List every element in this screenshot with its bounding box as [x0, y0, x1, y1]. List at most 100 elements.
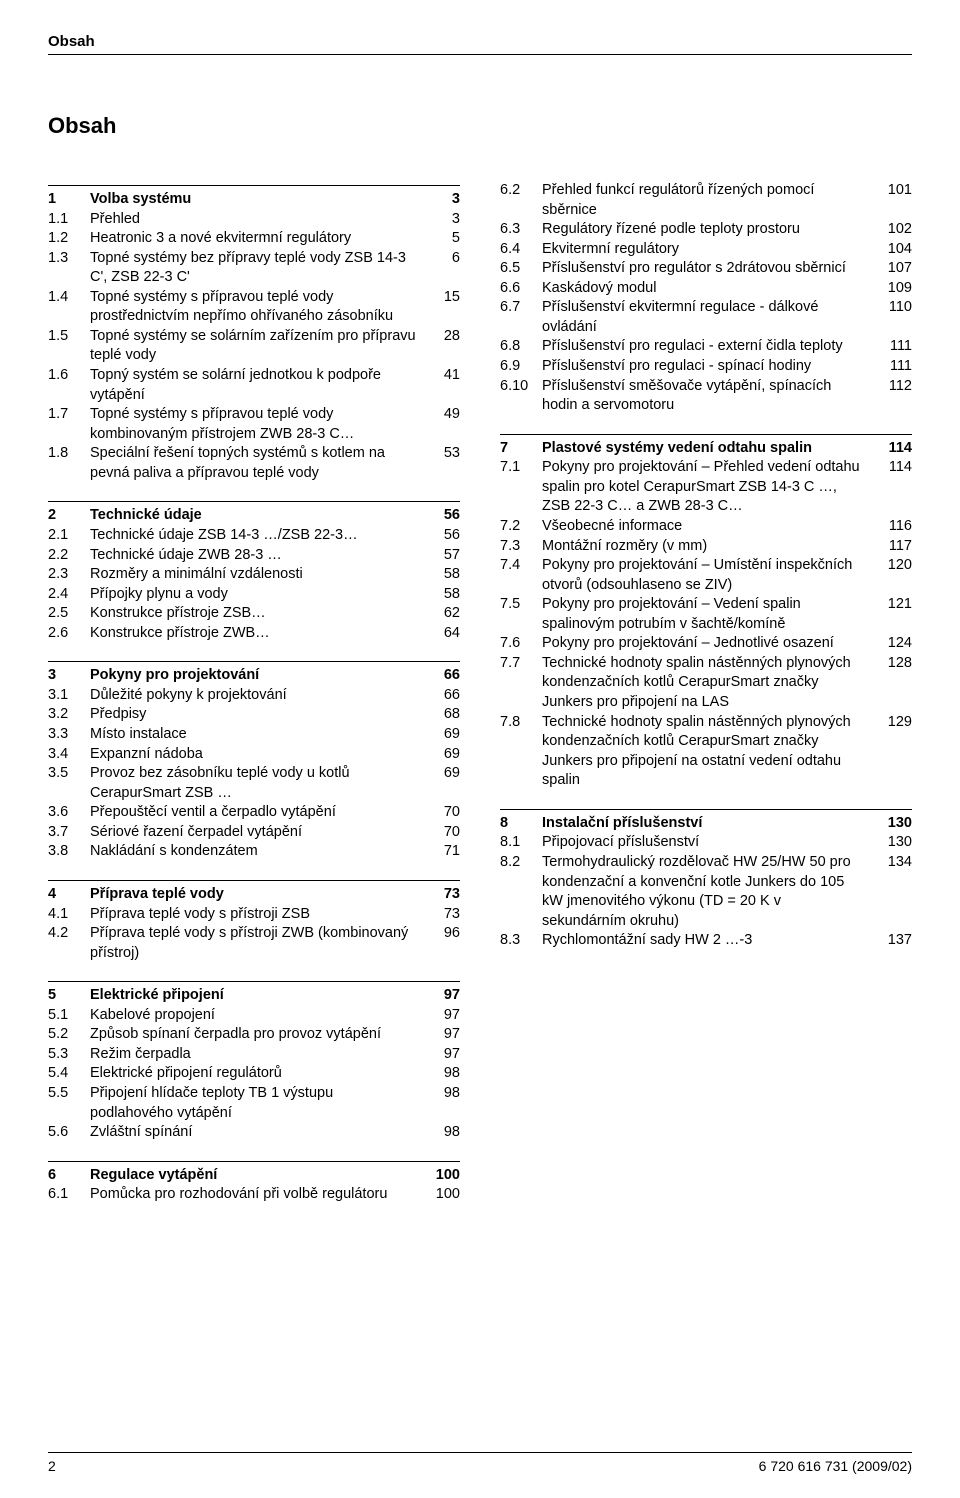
- toc-entry-page: 114: [876, 439, 912, 459]
- toc-entry-text: Důležité pokyny k projektování: [90, 686, 424, 706]
- toc-entry-number: 2.4: [48, 585, 90, 605]
- toc-entry-page: 112: [876, 377, 912, 397]
- toc-entry-text: Místo instalace: [90, 725, 424, 745]
- toc-entry-text: Topné systémy s přípravou teplé vody kom…: [90, 405, 424, 444]
- section-rule: [48, 880, 460, 881]
- toc-section: 6.2Přehled funkcí regulátorů řízených po…: [500, 181, 912, 416]
- toc-entry-number: 3.2: [48, 705, 90, 725]
- toc-entry-number: 5.1: [48, 1006, 90, 1026]
- toc-entry-number: 4.2: [48, 924, 90, 944]
- toc-entry-page: 98: [424, 1123, 460, 1143]
- toc-entry-page: 3: [424, 190, 460, 210]
- toc-entry-page: 121: [876, 595, 912, 615]
- toc-entry-number: 4.1: [48, 905, 90, 925]
- toc-entry-number: 5: [48, 986, 90, 1006]
- toc-row: 6.8Příslušenství pro regulaci - externí …: [500, 337, 912, 357]
- toc-entry-page: 53: [424, 444, 460, 464]
- toc-row: 8.3Rychlomontážní sady HW 2 …-3137: [500, 931, 912, 951]
- toc-row: 8.1Připojovací příslušenství130: [500, 833, 912, 853]
- toc-row: 7.5Pokyny pro projektování – Vedení spal…: [500, 595, 912, 634]
- toc-row: 5.6Zvláštní spínání98: [48, 1123, 460, 1143]
- toc-row: 7.4Pokyny pro projektování – Umístění in…: [500, 556, 912, 595]
- toc-entry-text: Topné systémy bez přípravy teplé vody ZS…: [90, 249, 424, 288]
- head-rule: [48, 54, 912, 55]
- toc-row: 3Pokyny pro projektování66: [48, 666, 460, 686]
- toc-entry-page: 134: [876, 853, 912, 873]
- toc-entry-page: 97: [424, 1045, 460, 1065]
- toc-entry-page: 107: [876, 259, 912, 279]
- toc-entry-number: 1.1: [48, 210, 90, 230]
- toc-entry-text: Pomůcka pro rozhodování při volbě regulá…: [90, 1185, 424, 1205]
- toc-entry-text: Ekvitermní regulátory: [542, 240, 876, 260]
- toc-entry-number: 6.9: [500, 357, 542, 377]
- toc-entry-text: Příprava teplé vody: [90, 885, 424, 905]
- toc-entry-text: Topný systém se solární jednotkou k podp…: [90, 366, 424, 405]
- toc-entry-number: 5.4: [48, 1064, 90, 1084]
- toc-entry-page: 69: [424, 764, 460, 784]
- section-rule: [48, 661, 460, 662]
- toc-entry-number: 6.5: [500, 259, 542, 279]
- toc-entry-number: 5.5: [48, 1084, 90, 1104]
- toc-entry-page: 104: [876, 240, 912, 260]
- toc-entry-text: Přehled funkcí regulátorů řízených pomoc…: [542, 181, 876, 220]
- toc-entry-page: 70: [424, 803, 460, 823]
- toc-entry-page: 116: [876, 517, 912, 537]
- toc-entry-number: 6.7: [500, 298, 542, 318]
- toc-entry-page: 58: [424, 585, 460, 605]
- toc-entry-page: 97: [424, 986, 460, 1006]
- toc-entry-text: Příprava teplé vody s přístroji ZSB: [90, 905, 424, 925]
- toc-entry-page: 128: [876, 654, 912, 674]
- toc-entry-text: Technické údaje: [90, 506, 424, 526]
- toc-row: 2.1Technické údaje ZSB 14-3 …/ZSB 22-3…5…: [48, 526, 460, 546]
- toc-entry-number: 2.5: [48, 604, 90, 624]
- section-rule: [500, 434, 912, 435]
- toc-row: 1.4Topné systémy s přípravou teplé vody …: [48, 288, 460, 327]
- toc-section: 3Pokyny pro projektování663.1Důležité po…: [48, 661, 460, 862]
- toc-entry-page: 111: [876, 337, 912, 357]
- toc-row: 2Technické údaje56: [48, 506, 460, 526]
- toc-row: 1.2Heatronic 3 a nové ekvitermní regulát…: [48, 229, 460, 249]
- toc-entry-page: 129: [876, 713, 912, 733]
- running-head: Obsah: [48, 32, 912, 52]
- toc-entry-page: 111: [876, 357, 912, 377]
- toc-entry-page: 120: [876, 556, 912, 576]
- toc-entry-number: 2: [48, 506, 90, 526]
- toc-entry-text: Příprava teplé vody s přístroji ZWB (kom…: [90, 924, 424, 963]
- toc-entry-number: 1: [48, 190, 90, 210]
- toc-entry-number: 8: [500, 814, 542, 834]
- toc-entry-number: 3.4: [48, 745, 90, 765]
- toc-entry-number: 5.6: [48, 1123, 90, 1143]
- toc-entry-number: 1.4: [48, 288, 90, 308]
- toc-entry-number: 3.5: [48, 764, 90, 784]
- toc-entry-page: 69: [424, 725, 460, 745]
- toc-entry-text: Termohydraulický rozdělovač HW 25/HW 50 …: [542, 853, 876, 931]
- toc-row: 6.10Příslušenství směšovače vytápění, sp…: [500, 377, 912, 416]
- toc-entry-number: 6.8: [500, 337, 542, 357]
- toc-row: 5Elektrické připojení97: [48, 986, 460, 1006]
- toc-entry-page: 6: [424, 249, 460, 269]
- toc-entry-page: 137: [876, 931, 912, 951]
- toc-entry-text: Instalační příslušenství: [542, 814, 876, 834]
- toc-entry-page: 58: [424, 565, 460, 585]
- toc-entry-text: Příslušenství pro regulátor s 2drátovou …: [542, 259, 876, 279]
- toc-row: 7.3Montážní rozměry (v mm)117: [500, 537, 912, 557]
- toc-entry-page: 57: [424, 546, 460, 566]
- section-rule: [500, 809, 912, 810]
- toc-entry-text: Příslušenství pro regulaci - spínací hod…: [542, 357, 876, 377]
- toc-entry-text: Technické hodnoty spalin nástěnných plyn…: [542, 654, 876, 713]
- toc-row: 3.4Expanzní nádoba69: [48, 745, 460, 765]
- toc-entry-text: Příslušenství pro regulaci - externí čid…: [542, 337, 876, 357]
- section-rule: [48, 501, 460, 502]
- toc-entry-number: 6.3: [500, 220, 542, 240]
- toc-row: 6.1Pomůcka pro rozhodování při volbě reg…: [48, 1185, 460, 1205]
- toc-entry-page: 124: [876, 634, 912, 654]
- toc-entry-text: Regulátory řízené podle teploty prostoru: [542, 220, 876, 240]
- toc-entry-number: 1.7: [48, 405, 90, 425]
- toc-section: 1Volba systému31.1Přehled31.2Heatronic 3…: [48, 185, 460, 483]
- toc-entry-text: Pokyny pro projektování – Jednotlivé osa…: [542, 634, 876, 654]
- toc-entry-number: 3.1: [48, 686, 90, 706]
- toc-section: 8Instalační příslušenství1308.1Připojova…: [500, 809, 912, 951]
- toc-row: 6.2Přehled funkcí regulátorů řízených po…: [500, 181, 912, 220]
- toc-entry-page: 98: [424, 1084, 460, 1104]
- toc-entry-number: 2.1: [48, 526, 90, 546]
